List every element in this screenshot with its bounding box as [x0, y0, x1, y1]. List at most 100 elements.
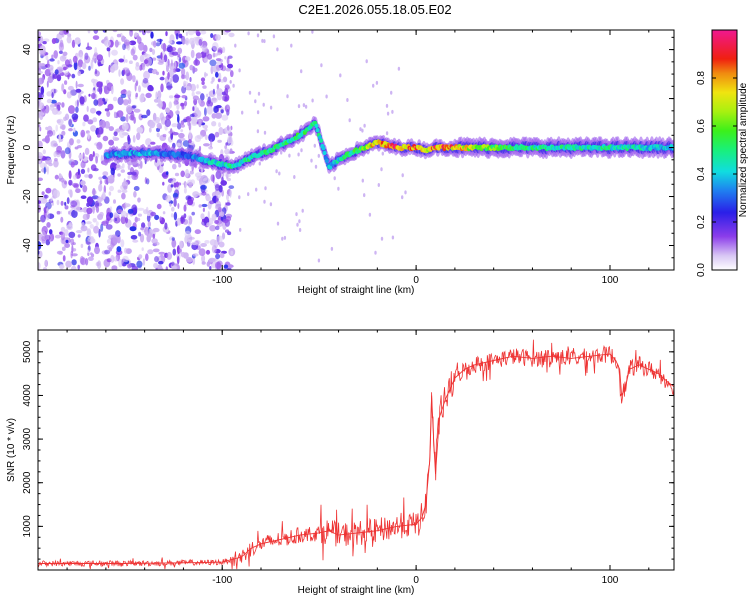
noise-dot — [123, 69, 126, 75]
noise-dot — [219, 211, 225, 218]
noise-dot — [172, 132, 179, 136]
noise-dot — [152, 112, 157, 122]
noise-dot — [226, 193, 229, 201]
noise-dot — [72, 242, 76, 246]
noise-dot — [155, 262, 158, 269]
noise-dot — [145, 138, 152, 146]
noise-dot — [90, 59, 93, 69]
noise-dot — [212, 42, 219, 51]
noise-dot — [216, 235, 224, 243]
x-tick-label: 0 — [413, 275, 419, 286]
noise-dot — [125, 217, 128, 224]
noise-dot — [64, 80, 68, 85]
noise-dot — [116, 110, 124, 118]
noise-dot — [93, 87, 96, 91]
noise-dot — [52, 73, 55, 80]
noise-dot — [206, 105, 213, 115]
noise-dot — [93, 99, 99, 106]
noise-dot — [165, 114, 172, 120]
noise-dot — [204, 134, 208, 141]
noise-dot — [56, 210, 61, 215]
y-tick-label: -20 — [22, 189, 33, 204]
noise-dot — [53, 159, 59, 168]
colorbar-tick-label: 0.8 — [696, 71, 707, 85]
noise-dot — [68, 119, 72, 127]
noise-dot — [185, 31, 188, 36]
noise-dot — [47, 64, 54, 71]
noise-dot — [145, 92, 152, 99]
noise-dot — [74, 205, 81, 212]
noise-dot — [104, 98, 109, 102]
noise-dot — [198, 248, 206, 256]
noise-dot — [98, 228, 101, 238]
noise-dot — [183, 80, 187, 88]
noise-dot — [121, 122, 129, 131]
noise-dot — [86, 207, 93, 215]
noise-dot — [45, 187, 52, 194]
noise-dot — [187, 121, 191, 126]
noise-dot — [167, 72, 170, 80]
noise-dot — [141, 222, 146, 229]
noise-dot — [216, 191, 221, 199]
noise-dot — [169, 202, 172, 207]
noise-dot — [72, 174, 77, 180]
noise-dot — [118, 58, 125, 63]
noise-dot — [171, 51, 179, 56]
noise-dot — [172, 74, 179, 83]
noise-dot — [190, 49, 195, 59]
noise-dot — [191, 211, 195, 216]
noise-dot — [212, 174, 215, 184]
noise-dot — [234, 43, 237, 48]
noise-dot — [173, 211, 178, 221]
noise-dot — [112, 96, 118, 102]
noise-dot — [139, 233, 145, 243]
noise-dot — [359, 127, 362, 132]
noise-dot — [200, 77, 206, 82]
noise-dot — [215, 58, 222, 62]
noise-dot — [257, 91, 261, 96]
noise-dot — [229, 148, 233, 153]
colorbar-tick-label: 0.2 — [696, 215, 707, 229]
noise-dot — [165, 266, 168, 270]
noise-dot — [46, 91, 52, 97]
noise-dot — [216, 88, 223, 97]
noise-dot — [218, 122, 221, 128]
noise-dot — [206, 261, 210, 267]
noise-dot — [276, 47, 279, 52]
noise-dot — [49, 103, 55, 112]
noise-dot — [401, 173, 404, 178]
noise-dot — [75, 80, 78, 89]
noise-dot — [128, 97, 132, 105]
noise-dot — [173, 182, 177, 188]
noise-dot — [114, 39, 119, 48]
noise-dot — [147, 249, 154, 255]
noise-dot — [46, 98, 53, 104]
noise-dot — [195, 172, 202, 178]
noise-dot — [140, 114, 148, 119]
noise-dot — [136, 132, 141, 141]
noise-dot — [143, 52, 148, 57]
noise-dot — [110, 167, 116, 176]
noise-dot — [171, 261, 175, 267]
noise-dot — [302, 103, 306, 108]
noise-dot — [177, 54, 181, 58]
snr-x-label: Height of straight line (km) — [298, 585, 415, 596]
noise-dot — [238, 195, 241, 200]
noise-dot — [224, 84, 230, 90]
noise-dot — [204, 71, 207, 78]
noise-dot — [297, 104, 301, 109]
noise-dot — [108, 126, 115, 132]
noise-dot — [63, 89, 67, 95]
noise-dot — [92, 218, 97, 223]
noise-dot — [64, 243, 70, 248]
noise-dot — [199, 30, 207, 35]
noise-dot — [132, 135, 136, 143]
noise-dot — [68, 128, 73, 132]
noise-dot — [155, 42, 161, 47]
noise-dot — [162, 70, 165, 76]
noise-dot — [57, 60, 60, 65]
noise-dot — [113, 256, 118, 262]
noise-dot — [129, 226, 137, 232]
y-tick-label: 0 — [22, 144, 33, 150]
noise-dot — [152, 248, 160, 253]
